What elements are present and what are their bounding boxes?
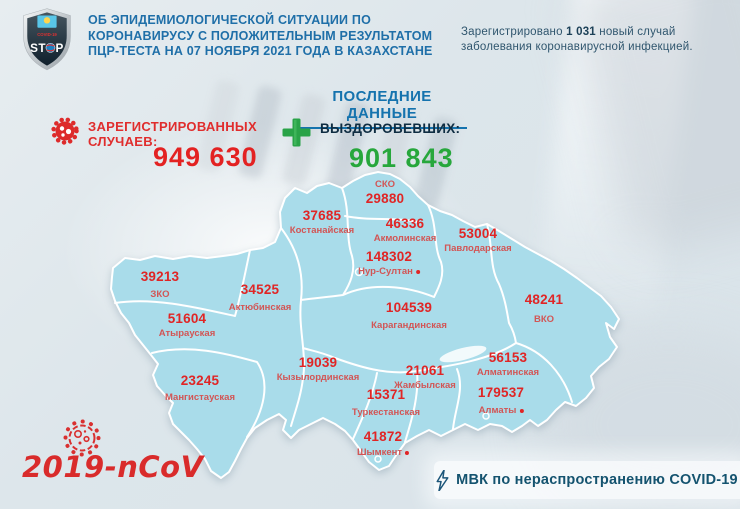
mvk-bar: МВК по нераспространению COVID-19 [434,461,740,499]
virus-icon [51,117,79,145]
region-name: Костанайская [289,225,355,237]
region-cases: 148302 [365,249,413,264]
title-line: ПЦР-ТЕСТА НА 07 НОЯБРЯ 2021 ГОДА В КАЗАХ… [88,44,433,58]
registered-value: 949 630 [153,142,258,172]
region-cases: 179537 [477,385,525,400]
region-cases: 104539 [385,300,433,315]
title-line: ОБ ЭПИДЕМИОЛОГИЧЕСКОЙ СИТУАЦИИ ПО [88,13,372,27]
region-name: Нур-Султан [358,267,420,277]
daily-prefix: Зарегистрировано [461,25,567,38]
region-cases: 37685 [302,208,342,223]
kazakhstan-map [110,171,620,479]
region-cases: 34525 [240,282,280,297]
region-name: Карагандинская [371,320,447,332]
region-aktyubinskaya: 34525 Актюбинская [228,282,292,314]
region-name: Алматинская [476,367,540,379]
region-almaty: 179537 Алматы [477,385,525,416]
region-cases: 48241 [524,292,564,307]
region-borders [114,187,573,443]
logo-covid-text: COVID-19 [37,32,57,37]
region-kyzylordinskaya: 19039 Кызылординская [276,355,360,384]
city-name: Нур-Султан [358,266,413,278]
region-cases: 19039 [298,355,338,370]
region-name: СКО [374,179,396,190]
region-cases: 23245 [180,373,220,388]
city-name: Шымкент [356,447,403,459]
registered-label: ЗАРЕГИСТРИРОВАННЫХ СЛУЧАЕВ: [88,119,257,149]
ncov-caption: 2019-nCoV [22,450,204,484]
region-cases: 51604 [167,311,207,326]
region-nur-sultan: 148302 Нур-Султан [358,249,420,277]
region-name: Туркестанская [351,407,421,419]
region-cases: 15371 [366,387,406,402]
region-pavlodarskaya: 53004 Павлодарская [444,226,512,255]
region-cases: 39213 [140,269,180,284]
city-marker-dot [415,269,420,274]
city-name: Алматы [478,405,517,417]
region-name: Павлодарская [444,243,512,255]
region-akmolinskaya: 46336 Акмолинская [373,216,437,245]
section-title: ПОСЛЕДНИЕ ДАННЫЕ [297,88,467,129]
region-cases: 46336 [385,216,425,231]
city-marker-dot [519,408,524,413]
city-enclave [482,412,490,420]
region-cases: 41872 [363,429,403,444]
region-cases: 21061 [405,363,445,378]
mvk-text: МВК по нераспространению COVID-19 [456,472,738,488]
globe-icon [45,43,56,53]
region-zko: 39213 ЗКО [140,269,180,301]
country-outline [110,171,620,479]
region-shymkent: 41872 Шымкент [356,429,410,459]
region-name: Актюбинская [228,302,292,314]
region-zhambylskaya: 21061 Жамбылская [394,363,456,392]
region-karagandinskaya: 104539 Карагандинская [371,300,447,332]
region-name: Шымкент [356,447,410,459]
region-name: Мангистауская [165,392,235,404]
region-almatinskaya: 56153 Алматинская [476,350,540,379]
daily-suffix: новый случай заболевания коронавирусной … [461,25,693,53]
region-name: Атырауская [158,328,216,340]
region-atyrauskaya: 51604 Атырауская [158,311,216,340]
region-name: ВКО [533,314,555,326]
daily-count: 1 031 [566,25,596,38]
region-mangistauskaya: 23245 Мангистауская [165,373,235,404]
recovered-label: ВЫЗДОРОВЕВШИХ: [320,121,461,136]
region-turkestanskaya: 15371 Туркестанская [351,387,421,419]
region-sko: СКО 29880 [366,180,405,206]
region-cases: 29880 [365,190,405,206]
title-line: КОРОНАВИРУСУ С ПОЛОЖИТЕЛЬНЫМ РЕЗУЛЬТАТОМ [88,28,433,43]
city-marker-dot [405,450,410,455]
registered-label-line2: СЛУЧАЕВ: [88,134,158,149]
plus-icon [282,118,311,147]
region-vko: 48241 ВКО [524,292,564,326]
lake-balkhash [439,345,487,363]
region-name: Алматы [478,406,524,416]
recovered-value: 901 843 [349,143,454,173]
daily-cases-note: Зарегистрировано 1 031 новый случай забо… [461,25,729,55]
region-kostanayskaya: 37685 Костанайская [289,208,355,237]
stop-shield-logo: COVID-19 STOP [23,8,71,71]
region-name: ЗКО [150,289,170,301]
lightning-icon [436,469,449,491]
region-name: Акмолинская [373,233,437,245]
region-name: Кызылординская [276,372,360,384]
city-enclave [374,455,382,463]
virus-outline-icon [63,419,101,457]
registered-label-line1: ЗАРЕГИСТРИРОВАННЫХ [88,119,257,134]
region-cases: 56153 [488,350,528,365]
page-title: ОБ ЭПИДЕМИОЛОГИЧЕСКОЙ СИТУАЦИИ ПО КОРОНА… [88,13,468,60]
city-enclave [354,267,364,277]
region-cases: 53004 [458,226,498,241]
region-name: Жамбылская [394,380,456,392]
